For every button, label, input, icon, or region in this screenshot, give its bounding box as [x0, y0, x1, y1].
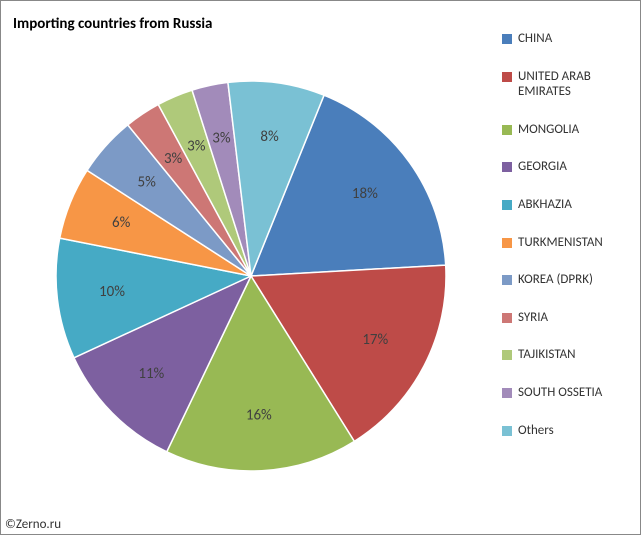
legend-label: TAJIKISTAN [518, 347, 576, 363]
legend-swatch [502, 72, 512, 82]
legend-swatch [502, 388, 512, 398]
legend-swatch [502, 238, 512, 248]
legend-item: CHINA [502, 31, 622, 47]
slice-percent-label: 3% [212, 130, 231, 148]
slice-percent-label: 11% [138, 365, 164, 383]
slice-percent-label: 8% [260, 128, 279, 146]
slice-percent-label: 10% [99, 283, 125, 301]
slice-percent-label: 5% [137, 173, 156, 191]
legend-item: TAJIKISTAN [502, 347, 622, 363]
legend-swatch [502, 200, 512, 210]
legend-item: GEORGIA [502, 159, 622, 175]
legend-label: TURKMENISTAN [518, 235, 603, 251]
slice-percent-label: 3% [187, 138, 206, 156]
slice-percent-label: 3% [164, 150, 183, 168]
legend-label: SOUTH OSSETIA [518, 385, 602, 401]
legend-item: Others [502, 423, 622, 439]
legend-label: MONGOLIA [518, 122, 579, 138]
legend: CHINA UNITED ARAB EMIRATES MONGOLIA GEORGIA… [502, 31, 622, 460]
legend-swatch [502, 313, 512, 323]
legend-label: SYRIA [518, 310, 548, 326]
slice-percent-label: 16% [246, 406, 272, 424]
legend-swatch [502, 426, 512, 436]
legend-swatch [502, 34, 512, 44]
legend-item: MONGOLIA [502, 122, 622, 138]
legend-item: TURKMENISTAN [502, 235, 622, 251]
legend-item: ABKHAZIA [502, 197, 622, 213]
legend-item: UNITED ARAB EMIRATES [502, 69, 622, 100]
legend-item: SYRIA [502, 310, 622, 326]
legend-label: KOREA (DPRK) [518, 272, 593, 288]
legend-label: GEORGIA [518, 159, 567, 175]
pie-svg: 18%17%16%11%10%6%5%3%3%3%8% [21, 31, 481, 491]
legend-label: ABKHAZIA [518, 197, 572, 213]
pie-chart: 18%17%16%11%10%6%5%3%3%3%8% [21, 31, 481, 491]
slice-percent-label: 17% [362, 331, 388, 349]
chart-container: Importing countries from Russia 18%17%16… [0, 0, 641, 535]
legend-item: SOUTH OSSETIA [502, 385, 622, 401]
source-label: ©Zerno.ru [5, 517, 61, 532]
legend-label: UNITED ARAB EMIRATES [518, 69, 622, 100]
legend-swatch [502, 275, 512, 285]
legend-swatch [502, 125, 512, 135]
legend-label: Others [518, 423, 554, 439]
legend-label: CHINA [518, 31, 552, 47]
legend-item: KOREA (DPRK) [502, 272, 622, 288]
legend-swatch [502, 350, 512, 360]
slice-percent-label: 6% [112, 214, 131, 232]
slice-percent-label: 18% [352, 185, 378, 203]
legend-swatch [502, 162, 512, 172]
